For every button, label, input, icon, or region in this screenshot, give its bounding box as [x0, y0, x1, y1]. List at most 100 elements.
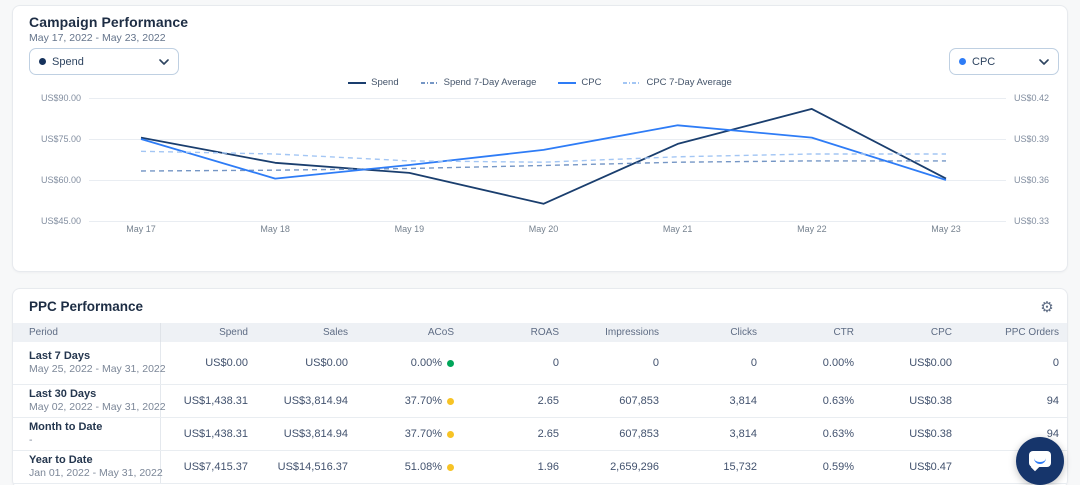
chat-bubble-icon [1029, 451, 1051, 467]
ppc-orders-cell: 94 [962, 385, 1069, 417]
roas-cell: 0 [464, 342, 569, 384]
period-cell: Year to Date Jan 01, 2022 - May 31, 2022 [13, 451, 163, 483]
cell-value: 0 [652, 357, 659, 369]
chat-smile-icon [1034, 456, 1046, 464]
cpc-metric-dot [959, 58, 966, 65]
cell-value: 0.63% [822, 395, 854, 407]
cell-value: US$0.00 [909, 357, 952, 369]
column-header-period: Period [13, 323, 161, 342]
column-header-spend: Spend [219, 327, 248, 338]
roas-cell: 1.96 [464, 451, 569, 483]
legend-label: Spend 7-Day Average [443, 77, 537, 88]
legend-item-cpc[interactable]: CPC [558, 77, 601, 88]
chart-legend: Spend Spend 7-Day Average CPC CPC 7-Day Ave… [13, 77, 1067, 88]
spend-selector-label: Spend [52, 55, 84, 68]
spend-cell: US$0.00 [161, 342, 258, 384]
cell-value: 0 [1052, 357, 1059, 369]
legend-item-cpc-7-day-average[interactable]: CPC 7-Day Average [623, 77, 732, 88]
acos-status-dot-green [447, 359, 454, 367]
x-axis-tick: May 18 [260, 224, 290, 234]
table-body: Last 7 Days May 25, 2022 - May 31, 2022 US… [13, 342, 1067, 484]
cell-value: US$3,814.94 [283, 395, 348, 407]
period-cell: Last 30 Days May 02, 2022 - May 31, 2022 [13, 385, 166, 417]
legend-swatch-icon [623, 81, 642, 84]
cell-value: 0.00% [410, 357, 442, 369]
cell-value: US$0.00 [305, 357, 348, 369]
settings-gear-icon[interactable]: ⚙ [1040, 299, 1054, 316]
acos-cell: 51.08% [358, 451, 464, 483]
cell-value: 0.00% [822, 357, 854, 369]
gridline [89, 180, 1006, 181]
line-chart-plot [89, 98, 1006, 222]
table-row: Last 7 Days May 25, 2022 - May 31, 2022 US… [13, 342, 1067, 385]
legend-label: CPC 7-Day Average [646, 77, 732, 88]
cell-value: 1.96 [537, 461, 559, 473]
impressions-cell: 2,659,296 [569, 451, 669, 483]
period-cell: Last 7 Days May 25, 2022 - May 31, 2022 [13, 342, 166, 384]
table-row: Month to Date - US$1,438.31 US$3,814.94 37.7… [13, 418, 1067, 451]
x-axis-tick: May 19 [394, 224, 425, 234]
acos-cell: 37.70% [358, 418, 464, 450]
cell-value: 15,732 [723, 461, 757, 473]
impressions-cell: 607,853 [569, 385, 669, 417]
y-axis-tick-right: US$0.39 [1014, 134, 1050, 144]
column-header-cpc: CPC [930, 327, 952, 338]
legend-label: Spend [371, 77, 399, 88]
acos-cell: 37.70% [358, 385, 464, 417]
ctr-cell: 0.63% [767, 385, 864, 417]
y-axis-tick-right: US$0.33 [1014, 216, 1050, 226]
period-date-range: Jan 01, 2022 - May 31, 2022 [29, 467, 163, 479]
legend-item-spend-7-day-average[interactable]: Spend 7-Day Average [420, 77, 537, 88]
cell-value: 607,853 [619, 428, 659, 440]
cell-value: 94 [1046, 428, 1059, 440]
acos-status-dot-yellow [447, 397, 454, 405]
roas-cell: 2.65 [464, 418, 569, 450]
chat-widget-button[interactable] [1016, 437, 1064, 485]
table-header-row: Period Spend Sales ACoS ROAS Impressions… [13, 323, 1067, 342]
metric-select-spend[interactable]: Spend [29, 48, 179, 75]
cell-value: US$7,415.37 [183, 461, 248, 473]
legend-swatch-icon [420, 81, 439, 84]
column-header-acos: ACoS [427, 327, 454, 338]
impressions-cell: 0 [569, 342, 669, 384]
acos-status-dot-yellow [447, 430, 454, 438]
metric-select-cpc[interactable]: CPC [949, 48, 1059, 75]
ctr-cell: 0.63% [767, 418, 864, 450]
gridline [89, 98, 1006, 99]
period-name: Last 30 Days [29, 388, 97, 400]
period-name: Year to Date [29, 454, 93, 466]
period-date-range: May 02, 2022 - May 31, 2022 [29, 401, 166, 413]
cell-value: US$0.47 [909, 461, 952, 473]
legend-item-spend[interactable]: Spend [348, 77, 399, 88]
cell-value: 2,659,296 [610, 461, 659, 473]
x-axis-tick: May 17 [126, 224, 156, 234]
impressions-cell: 607,853 [569, 418, 669, 450]
cell-value: 37.70% [404, 428, 442, 440]
cell-value: 37.70% [404, 395, 442, 407]
cpc-selector-label: CPC [972, 55, 996, 68]
cell-value: 51.08% [404, 461, 442, 473]
cell-value: US$3,814.94 [283, 428, 348, 440]
legend-swatch-icon [348, 81, 367, 84]
y-axis-tick-left: US$75.00 [40, 134, 81, 144]
ctr-cell: 0.59% [767, 451, 864, 483]
spend-cell: US$1,438.31 [161, 385, 258, 417]
chevron-down-icon [1039, 58, 1049, 65]
cell-value: US$14,516.37 [277, 461, 348, 473]
sales-cell: US$0.00 [258, 342, 358, 384]
period-date-range: May 25, 2022 - May 31, 2022 [29, 363, 166, 375]
cell-value: US$1,438.31 [183, 395, 248, 407]
cell-value: 2.65 [537, 395, 559, 407]
cell-value: 0.59% [822, 461, 854, 473]
y-axis-tick-left: US$60.00 [40, 175, 81, 185]
chart-date-range: May 17, 2022 - May 23, 2022 [29, 32, 166, 44]
period-name: Month to Date [29, 421, 103, 433]
period-name: Last 7 Days [29, 350, 91, 362]
gridline [89, 221, 1006, 222]
x-axis-tick: May 23 [931, 224, 961, 234]
cell-value: 2.65 [537, 428, 559, 440]
column-header-roas: ROAS [530, 327, 559, 338]
column-header-clicks: Clicks [730, 327, 757, 338]
chart-title: Campaign Performance [29, 14, 189, 30]
sales-cell: US$3,814.94 [258, 418, 358, 450]
